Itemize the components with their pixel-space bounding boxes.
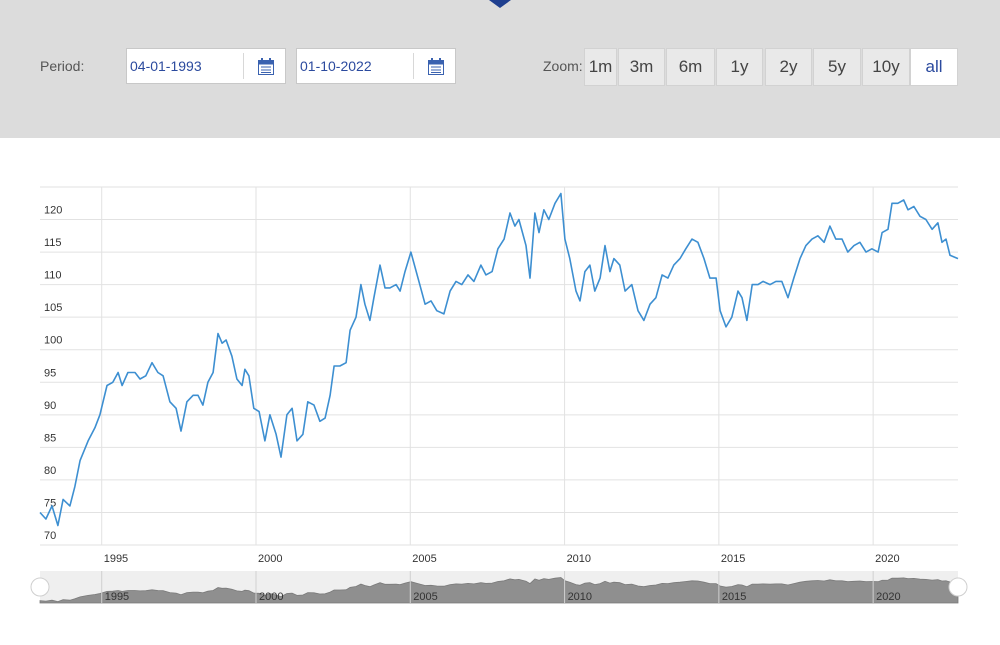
calendar-icon[interactable] — [428, 58, 444, 75]
y-tick-label: 70 — [44, 530, 56, 542]
end-date-input[interactable]: 01-10-2022 — [296, 48, 456, 84]
y-tick-label: 115 — [44, 237, 62, 249]
x-tick-label: 2020 — [875, 553, 899, 565]
zoom-button[interactable]: all — [910, 48, 958, 86]
y-tick-label: 95 — [44, 367, 56, 379]
zoom-label: Zoom: — [543, 58, 583, 74]
toolbar-pointer — [489, 0, 511, 8]
navigator-handle[interactable] — [948, 577, 968, 597]
calendar-icon[interactable] — [258, 58, 274, 75]
x-tick-label: 2005 — [412, 553, 436, 565]
toolbar: Period: 04-01-1993 01-10-2022 Zoom: 1m 3m… — [0, 0, 1000, 138]
y-tick-label: 85 — [44, 432, 56, 444]
zoom-button[interactable]: 2y — [765, 48, 812, 86]
zoom-button[interactable]: 5y — [813, 48, 861, 86]
end-date: 01-10-2022 — [300, 58, 372, 74]
navigator-label: 2005 — [413, 591, 437, 603]
navigator-handle[interactable] — [30, 577, 50, 597]
zoom-button[interactable]: 1m — [584, 48, 617, 86]
y-tick-label: 110 — [44, 270, 62, 282]
period-label: Period: — [40, 58, 85, 74]
start-date: 04-01-1993 — [130, 58, 202, 74]
navigator-label: 2020 — [876, 591, 900, 603]
start-date-input[interactable]: 04-01-1993 — [126, 48, 286, 84]
navigator-label: 1995 — [105, 591, 129, 603]
y-tick-label: 105 — [44, 302, 62, 314]
navigator-area — [39, 577, 959, 604]
y-tick-label: 90 — [44, 400, 56, 412]
navigator-label: 2015 — [722, 591, 746, 603]
data-line — [39, 192, 959, 527]
zoom-button[interactable]: 1y — [716, 48, 763, 86]
x-tick-label: 2010 — [567, 553, 591, 565]
navigator-label: 2000 — [259, 591, 283, 603]
x-tick-label: 1995 — [104, 553, 128, 565]
y-tick-label: 120 — [44, 205, 62, 217]
zoom-button[interactable]: 6m — [666, 48, 715, 86]
x-tick-label: 2015 — [721, 553, 745, 565]
zoom-button[interactable]: 3m — [618, 48, 665, 86]
y-tick-label: 75 — [44, 497, 56, 509]
zoom-button[interactable]: 10y — [862, 48, 910, 86]
y-tick-label: 80 — [44, 465, 56, 477]
navigator-label: 2010 — [568, 591, 592, 603]
x-tick-label: 2000 — [258, 553, 282, 565]
y-tick-label: 100 — [44, 335, 62, 347]
